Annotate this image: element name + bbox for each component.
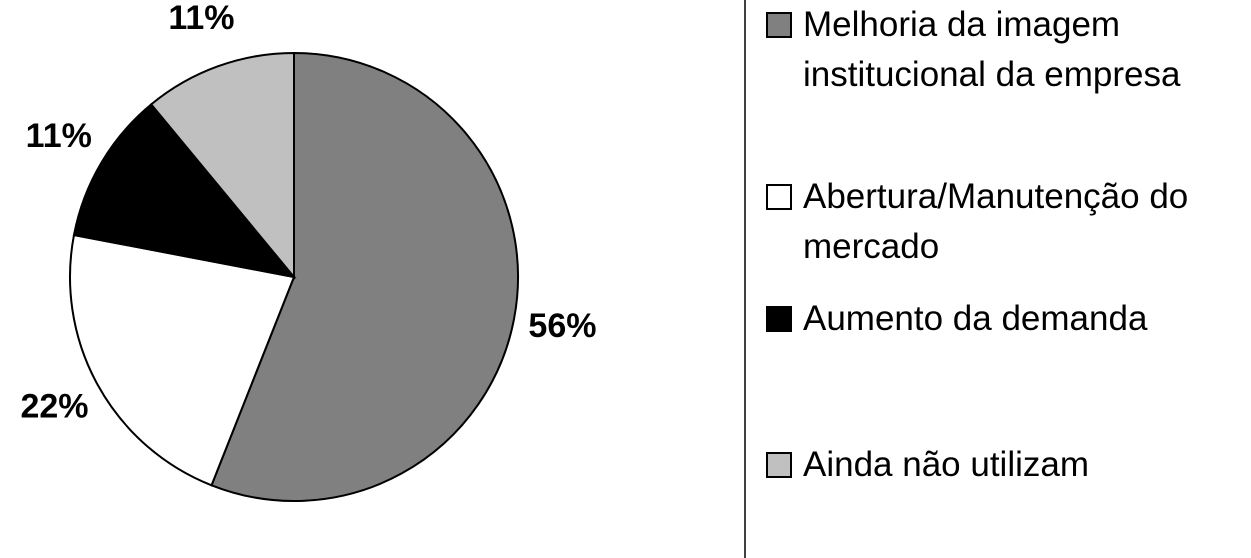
data-label: 22% xyxy=(20,388,88,426)
pie-slice xyxy=(72,102,297,279)
legend-item: Ainda não utilizam xyxy=(766,440,1246,490)
legend-swatch xyxy=(766,184,792,210)
data-label: 11% xyxy=(168,0,234,37)
legend-swatch xyxy=(766,452,792,478)
legend-item: Melhoria da imagem institucional da empr… xyxy=(766,0,1246,100)
pie-slice xyxy=(149,51,295,280)
pie-slice xyxy=(210,51,519,502)
legend-item: Abertura/Manutenção do mercado xyxy=(766,172,1246,272)
legend-label: Melhoria da imagem institucional da empr… xyxy=(803,5,1181,94)
data-label: 11% xyxy=(26,117,92,155)
legend-label: Aumento da demanda xyxy=(803,299,1148,338)
legend-label: Abertura/Manutenção do mercado xyxy=(803,177,1189,266)
legend-swatch xyxy=(766,12,792,38)
legend-swatch xyxy=(766,306,792,332)
data-label: 56% xyxy=(528,307,596,345)
pie-slice xyxy=(69,233,296,487)
legend-label: Ainda não utilizam xyxy=(803,445,1089,484)
legend-item: Aumento da demanda xyxy=(766,294,1246,344)
